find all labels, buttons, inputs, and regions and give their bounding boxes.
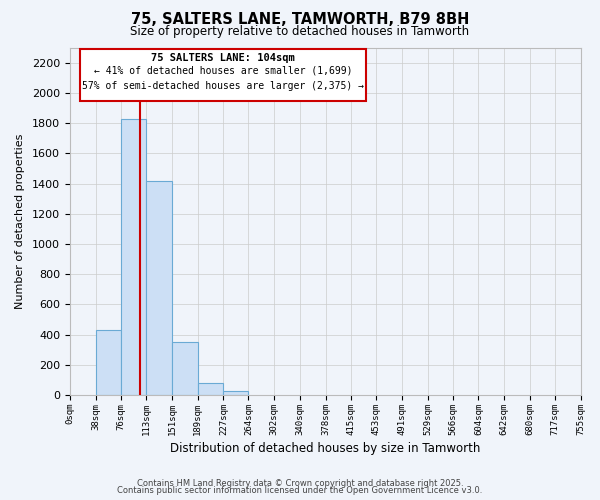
Text: 75 SALTERS LANE: 104sqm: 75 SALTERS LANE: 104sqm: [151, 52, 295, 62]
Text: Contains HM Land Registry data © Crown copyright and database right 2025.: Contains HM Land Registry data © Crown c…: [137, 478, 463, 488]
Text: 57% of semi-detached houses are larger (2,375) →: 57% of semi-detached houses are larger (…: [82, 80, 364, 90]
Bar: [172, 342, 198, 395]
FancyBboxPatch shape: [80, 49, 366, 102]
Y-axis label: Number of detached properties: Number of detached properties: [15, 134, 25, 309]
Text: ← 41% of detached houses are smaller (1,699): ← 41% of detached houses are smaller (1,…: [94, 66, 352, 76]
Bar: [146, 182, 172, 395]
Bar: [121, 118, 146, 395]
X-axis label: Distribution of detached houses by size in Tamworth: Distribution of detached houses by size …: [170, 442, 481, 455]
Text: 75, SALTERS LANE, TAMWORTH, B79 8BH: 75, SALTERS LANE, TAMWORTH, B79 8BH: [131, 12, 469, 28]
Bar: [223, 392, 248, 395]
Text: Size of property relative to detached houses in Tamworth: Size of property relative to detached ho…: [130, 25, 470, 38]
Bar: [198, 383, 223, 395]
Text: Contains public sector information licensed under the Open Government Licence v3: Contains public sector information licen…: [118, 486, 482, 495]
Bar: [95, 330, 121, 395]
